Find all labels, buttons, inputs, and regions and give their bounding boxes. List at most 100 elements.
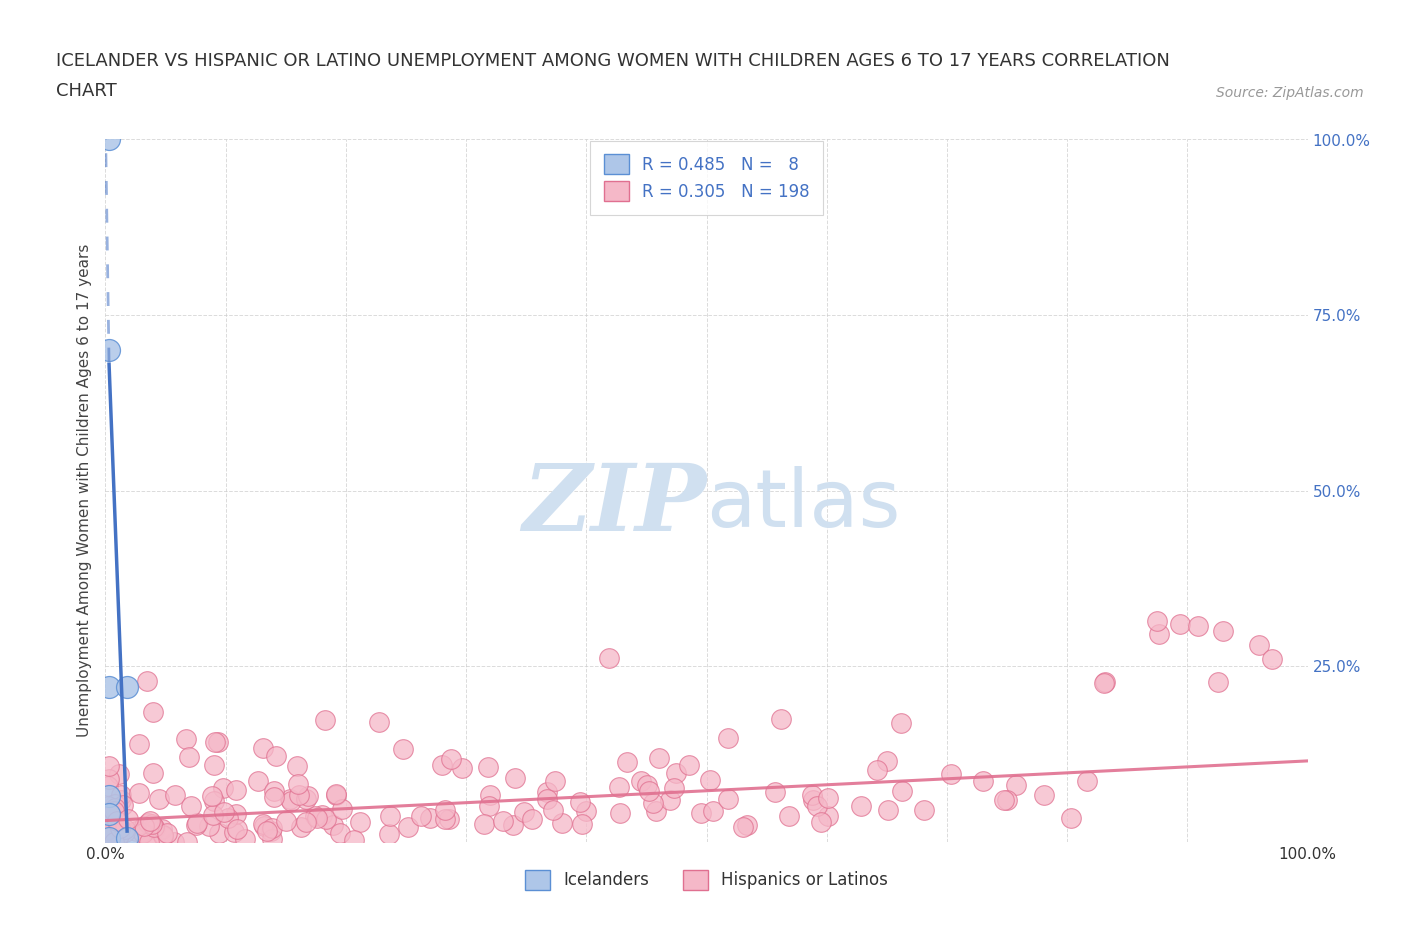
Point: [108, 829, 131, 844]
Text: CHART: CHART: [56, 83, 117, 100]
Point: [890, 783, 912, 798]
Point: [278, 791, 301, 806]
Point: [96, 821, 118, 836]
Point: [131, 824, 153, 839]
Point: [778, 808, 800, 823]
Point: [304, 809, 326, 824]
Point: [263, 784, 285, 799]
Point: [609, 806, 631, 821]
Point: [97, 808, 120, 823]
Point: [678, 758, 700, 773]
Point: [409, 808, 432, 823]
Point: [770, 711, 793, 726]
Point: [252, 817, 274, 831]
Point: [450, 761, 472, 776]
Point: [733, 820, 755, 835]
Point: [330, 802, 353, 817]
Point: [477, 799, 499, 814]
Point: [616, 754, 638, 769]
Point: [419, 810, 441, 825]
Point: [150, 821, 173, 836]
Point: [260, 821, 283, 836]
Y-axis label: Unemployment Among Women with Children Ages 6 to 17 years: Unemployment Among Women with Children A…: [77, 244, 93, 737]
Point: [117, 812, 139, 827]
Point: [136, 674, 159, 689]
Point: [280, 794, 302, 809]
Point: [204, 757, 226, 772]
Point: [817, 791, 839, 806]
Point: [132, 825, 155, 840]
Point: [912, 803, 935, 817]
Point: [993, 792, 1015, 807]
Point: [145, 822, 167, 837]
Point: [253, 818, 276, 833]
Point: [607, 779, 630, 794]
Point: [551, 816, 574, 830]
Point: [478, 788, 501, 803]
Point: [1187, 618, 1209, 633]
Point: [138, 834, 160, 849]
Point: [1094, 674, 1116, 689]
Point: [571, 817, 593, 831]
Point: [108, 823, 131, 838]
Point: [866, 763, 889, 777]
Point: [128, 785, 150, 800]
Point: [972, 773, 994, 788]
Point: [247, 774, 270, 789]
Point: [290, 819, 312, 834]
Text: Source: ZipAtlas.com: Source: ZipAtlas.com: [1216, 86, 1364, 100]
Point: [1249, 638, 1271, 653]
Point: [103, 825, 125, 840]
Point: [287, 777, 309, 792]
Point: [98, 830, 121, 845]
Point: [97, 799, 120, 814]
Point: [1168, 617, 1191, 631]
Point: [141, 817, 163, 831]
Point: [128, 737, 150, 751]
Point: [717, 791, 740, 806]
Legend: Icelanders, Hispanics or Latinos: Icelanders, Hispanics or Latinos: [519, 863, 894, 897]
Point: [648, 751, 671, 766]
Text: ZIP: ZIP: [522, 459, 707, 550]
Point: [179, 750, 201, 764]
Point: [295, 791, 318, 806]
Point: [430, 758, 453, 773]
Point: [472, 817, 495, 832]
Point: [94, 823, 117, 838]
Point: [717, 731, 740, 746]
Point: [995, 793, 1018, 808]
Point: [96, 825, 118, 840]
Point: [1060, 811, 1083, 826]
Point: [94, 816, 117, 830]
Point: [256, 823, 278, 838]
Point: [1206, 675, 1229, 690]
Point: [1032, 788, 1054, 803]
Point: [176, 834, 198, 849]
Point: [492, 814, 515, 829]
Point: [294, 815, 316, 830]
Point: [148, 791, 170, 806]
Point: [1076, 774, 1098, 789]
Point: [98, 789, 121, 804]
Point: [378, 808, 401, 823]
Point: [163, 834, 186, 849]
Point: [224, 825, 246, 840]
Point: [104, 801, 127, 816]
Point: [1260, 652, 1282, 667]
Point: [391, 741, 413, 756]
Point: [322, 817, 344, 832]
Point: [817, 808, 839, 823]
Point: [889, 715, 911, 730]
Point: [105, 814, 128, 829]
Point: [97, 778, 120, 793]
Point: [136, 816, 159, 830]
Point: [849, 799, 872, 814]
Point: [108, 820, 131, 835]
Point: [143, 819, 166, 834]
Point: [876, 803, 898, 817]
Point: [396, 820, 419, 835]
Point: [180, 798, 202, 813]
Point: [288, 787, 311, 802]
Point: [201, 807, 224, 822]
Point: [152, 827, 174, 842]
